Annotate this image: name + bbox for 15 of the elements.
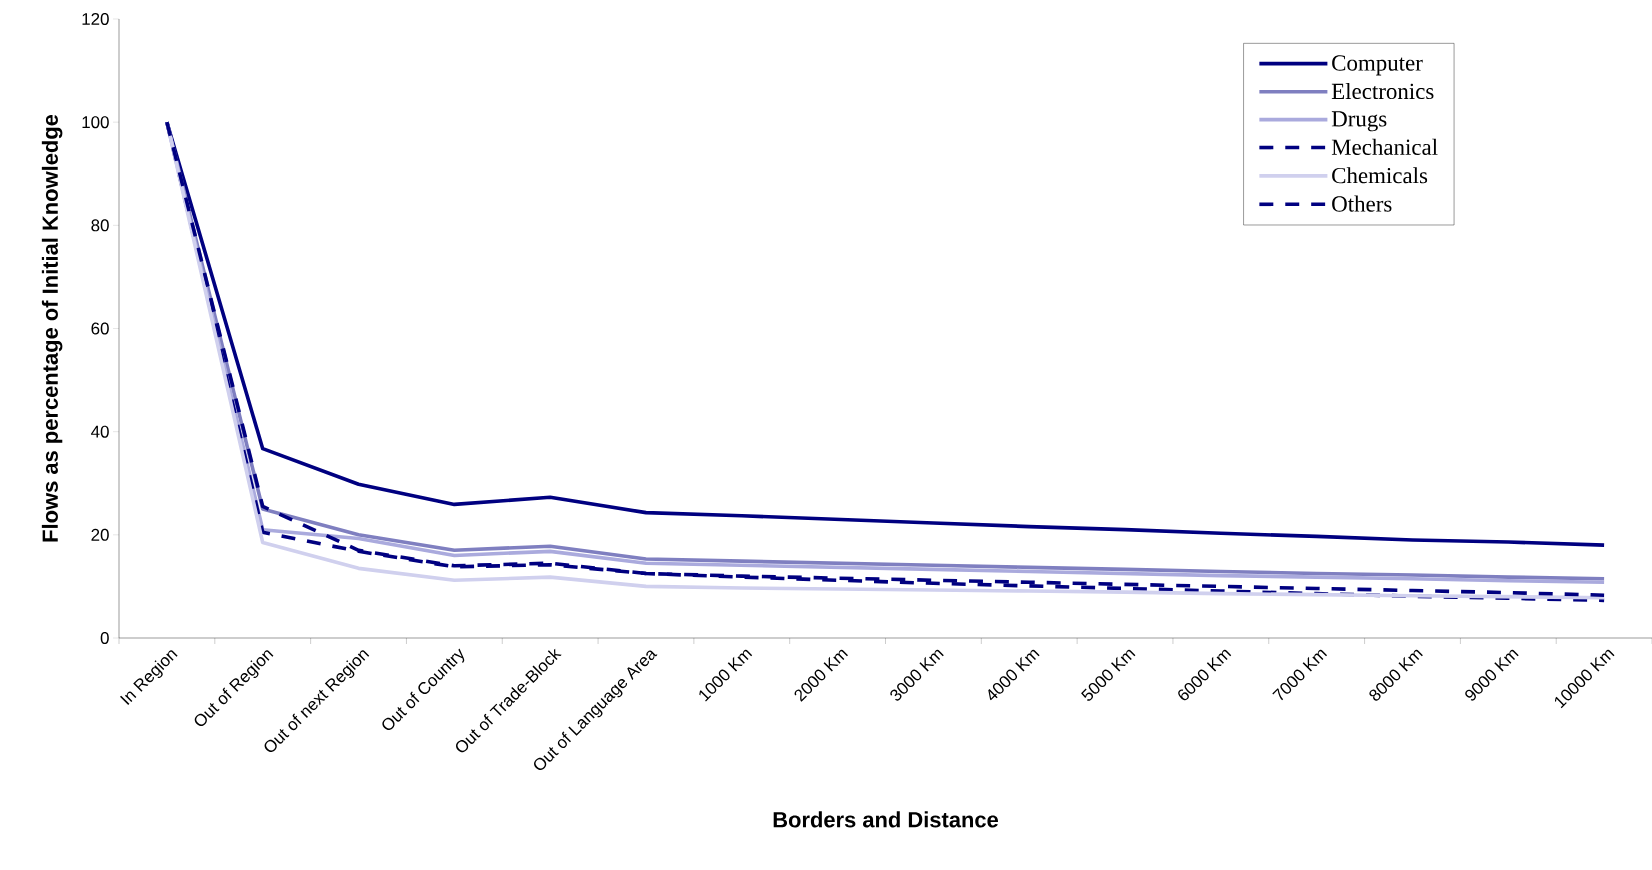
- y-tick-label: 0: [100, 632, 109, 644]
- y-tick-label: 120: [82, 12, 109, 25]
- legend-label: Computer: [1332, 55, 1423, 76]
- legend-label: Others: [1332, 195, 1392, 212]
- legend-label: Chemicals: [1332, 167, 1428, 184]
- legend-label: Drugs: [1331, 111, 1387, 132]
- y-tick-label: 60: [91, 322, 109, 335]
- y-tick-label: 20: [91, 528, 109, 541]
- y-tick-label: 40: [91, 425, 109, 438]
- y-axis-title: Flows as percentage of Initial Knowledge: [41, 114, 63, 542]
- y-tick-label: 100: [82, 116, 109, 129]
- legend-label: Electronics: [1331, 82, 1434, 100]
- y-tick-label: 80: [91, 219, 109, 232]
- legend-label: Mechanical: [1331, 138, 1438, 155]
- x-axis-title: Borders and Distance: [773, 811, 998, 828]
